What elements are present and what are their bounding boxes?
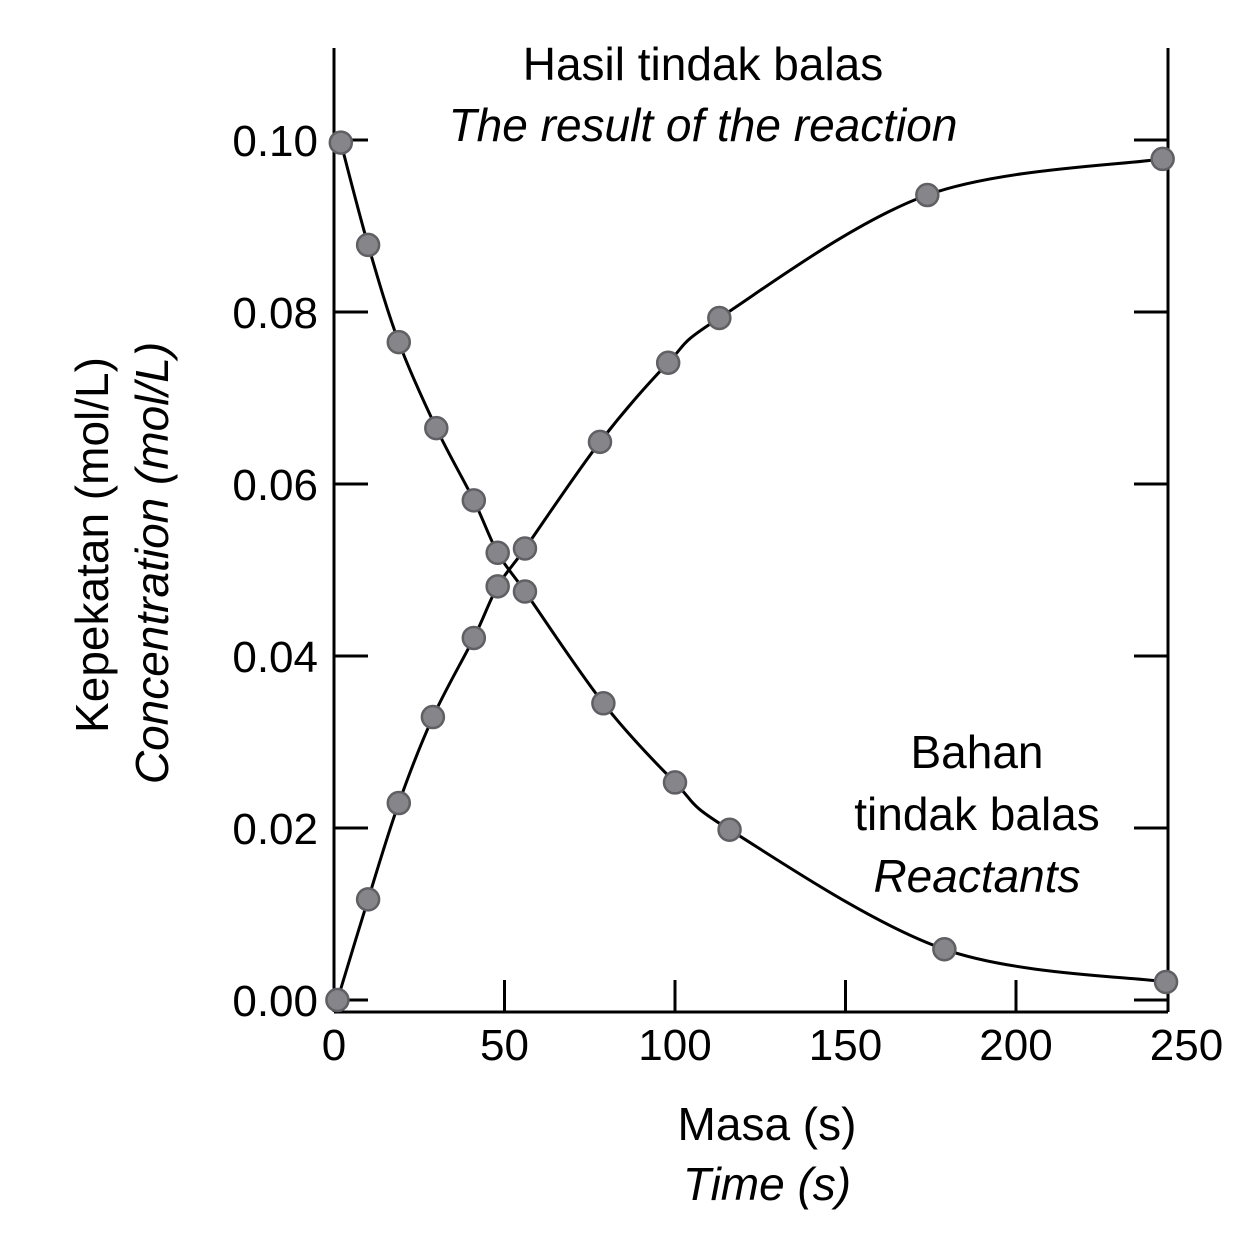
point-product (386, 790, 412, 816)
y-tick-label: 0.06 (232, 461, 318, 510)
x-axis-label-en: Time (s) (683, 1158, 851, 1210)
y-axis-label-en: Concentration (mol/L) (126, 342, 178, 784)
point-reactant (717, 817, 742, 842)
x-tick-label: 0 (322, 1021, 346, 1070)
x-tick-label: 250 (1150, 1021, 1223, 1070)
point-product (512, 536, 538, 561)
point-reactant (355, 232, 381, 258)
point-reactant (932, 937, 957, 962)
point-product (325, 987, 350, 1013)
y-tick-label: 0.08 (232, 289, 318, 338)
x-tick-label: 100 (638, 1021, 711, 1070)
x-tick-label: 50 (480, 1021, 529, 1070)
annotation-product-line2: The result of the reaction (449, 99, 958, 151)
annotation-reactant-line1: Bahan (910, 726, 1043, 778)
annotation-product-line1: Hasil tindak balas (523, 38, 884, 90)
y-ticks: 0.00 0.02 0.04 0.06 0.08 0.10 (232, 117, 1168, 1026)
y-tick-label: 0.04 (232, 633, 318, 682)
point-reactant (591, 691, 616, 716)
point-product (915, 182, 940, 208)
y-tick-label: 0.10 (232, 117, 318, 166)
point-reactant (512, 579, 538, 604)
point-product (1150, 146, 1175, 172)
point-product (707, 305, 732, 331)
point-product (655, 350, 681, 375)
data-points (325, 130, 1179, 1013)
point-reactant (424, 415, 449, 441)
point-product (461, 625, 487, 651)
point-product (420, 704, 446, 730)
annotation-reactant-line2: tindak balas (854, 788, 1100, 840)
x-axis-label: Masa (s) (678, 1098, 857, 1150)
x-tick-label: 150 (809, 1021, 882, 1070)
point-reactant (1153, 969, 1179, 995)
plot-frame (332, 48, 1170, 1014)
y-axis-label: Kepekatan (mol/L) (66, 357, 118, 733)
point-reactant (386, 329, 412, 355)
point-reactant (461, 488, 487, 513)
annotation-reactant-line3: Reactants (873, 850, 1080, 902)
x-ticks: 0 50 100 150 200 250 (322, 980, 1223, 1070)
x-tick-label: 200 (979, 1021, 1052, 1070)
point-reactant (662, 770, 688, 795)
point-product (355, 887, 381, 912)
point-product (587, 429, 613, 455)
point-reactant (328, 130, 354, 155)
point-product (485, 574, 510, 599)
point-reactant (485, 540, 510, 566)
y-tick-label: 0.00 (232, 977, 318, 1026)
y-tick-label: 0.02 (232, 805, 318, 854)
